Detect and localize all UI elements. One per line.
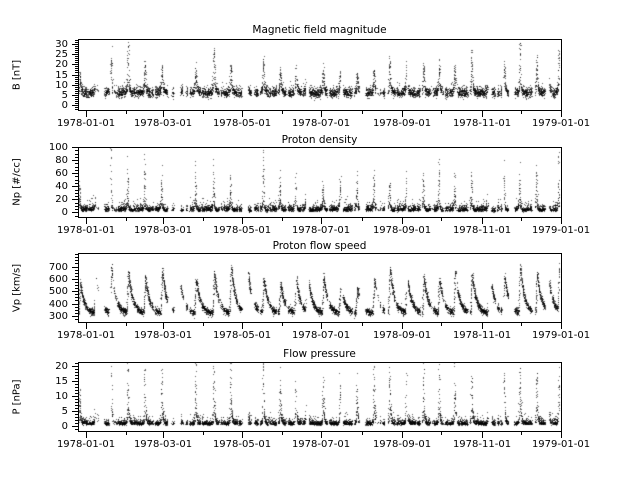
panel-2-title: Proton density (281, 134, 358, 146)
panel-3-title: Proton flow speed (272, 240, 367, 252)
panel-4-title: Flow pressure (283, 348, 356, 360)
panel-2-ylabel: Np [#/cc] (11, 158, 23, 206)
panel-3-ylabel: Vp [km/s] (11, 263, 23, 313)
panel-4-ylabel: P [nPa] (11, 379, 23, 415)
panel-1-ylabel: B [nT] (11, 59, 23, 91)
panel-1-title: Magnetic field magnitude (252, 24, 387, 36)
